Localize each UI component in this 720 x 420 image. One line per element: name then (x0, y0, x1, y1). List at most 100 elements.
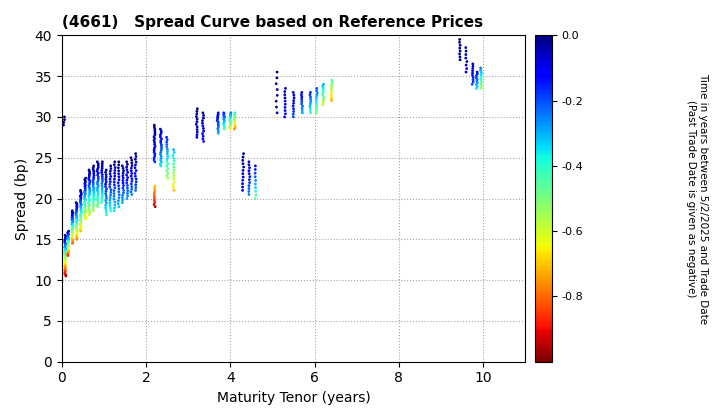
Point (225, 120, 236, 126)
Point (461, 65, 472, 72)
Point (244, 173, 256, 180)
Point (96, 165, 108, 172)
Point (113, 185, 125, 192)
Point (79, 186, 91, 193)
Point (71, 223, 82, 230)
Point (104, 168, 116, 175)
Point (161, 144, 173, 150)
Point (168, 167, 179, 173)
Point (84, 210, 95, 217)
Point (62, 230, 73, 236)
Point (67, 226, 78, 232)
Point (79, 211, 91, 218)
Point (467, 70, 478, 76)
Point (96, 193, 108, 199)
Point (78, 199, 90, 205)
Point (125, 165, 137, 172)
Point (100, 193, 112, 199)
Point (92, 160, 104, 167)
Point (472, 69, 483, 76)
Point (63, 248, 74, 255)
Point (197, 110, 209, 116)
Point (156, 141, 167, 148)
Point (212, 130, 224, 136)
Point (198, 128, 210, 134)
Point (229, 110, 240, 116)
Point (318, 92, 329, 99)
Point (460, 55, 472, 61)
Point (79, 193, 91, 200)
Point (149, 139, 161, 146)
Point (78, 189, 90, 196)
Point (149, 199, 161, 205)
Point (63, 240, 74, 247)
Point (63, 236, 74, 243)
Point (212, 125, 224, 132)
Point (318, 85, 329, 92)
Point (244, 164, 256, 171)
Point (74, 217, 86, 223)
Point (156, 128, 167, 134)
Point (225, 115, 236, 121)
Point (167, 181, 179, 188)
Point (93, 200, 104, 206)
Point (87, 200, 99, 207)
Point (150, 203, 161, 210)
Point (192, 131, 203, 138)
Point (156, 159, 167, 165)
Point (109, 178, 120, 185)
Point (80, 215, 91, 222)
Point (78, 194, 90, 201)
Point (130, 156, 141, 163)
Point (83, 201, 94, 207)
Point (100, 174, 112, 181)
Point (79, 200, 91, 207)
Point (62, 249, 73, 256)
Point (89, 189, 100, 195)
Point (454, 56, 466, 63)
Point (109, 167, 121, 174)
Point (237, 177, 248, 184)
Point (318, 87, 329, 93)
Y-axis label: Time in years between 5/2/2025 and Trade Date
(Past Trade Date is given as negat: Time in years between 5/2/2025 and Trade… (686, 73, 708, 324)
Point (467, 79, 479, 85)
Point (225, 126, 236, 133)
Point (104, 197, 116, 204)
Point (212, 114, 223, 121)
Point (79, 176, 91, 183)
Point (467, 76, 479, 83)
Point (237, 180, 248, 187)
Point (155, 126, 166, 133)
Point (101, 212, 112, 218)
Point (88, 166, 99, 173)
Point (161, 136, 173, 143)
Point (126, 160, 138, 166)
Point (88, 170, 99, 177)
Point (67, 213, 78, 220)
Point (130, 173, 141, 180)
Point (79, 183, 91, 190)
X-axis label: Maturity Tenor (years): Maturity Tenor (years) (217, 391, 371, 405)
Point (243, 188, 255, 195)
Point (88, 194, 99, 201)
Point (243, 185, 255, 192)
Point (79, 185, 91, 192)
Point (66, 209, 78, 215)
Point (60, 234, 71, 241)
Point (114, 192, 125, 198)
Point (113, 158, 125, 165)
Point (168, 176, 179, 182)
Point (60, 241, 71, 248)
Point (225, 113, 237, 120)
Point (60, 262, 71, 269)
Point (62, 242, 73, 249)
Point (229, 121, 240, 128)
Point (297, 105, 308, 112)
Point (149, 131, 161, 138)
Point (122, 169, 133, 176)
Point (62, 251, 73, 258)
Point (93, 162, 104, 169)
Point (218, 120, 230, 126)
Point (467, 60, 479, 67)
Point (219, 113, 230, 120)
